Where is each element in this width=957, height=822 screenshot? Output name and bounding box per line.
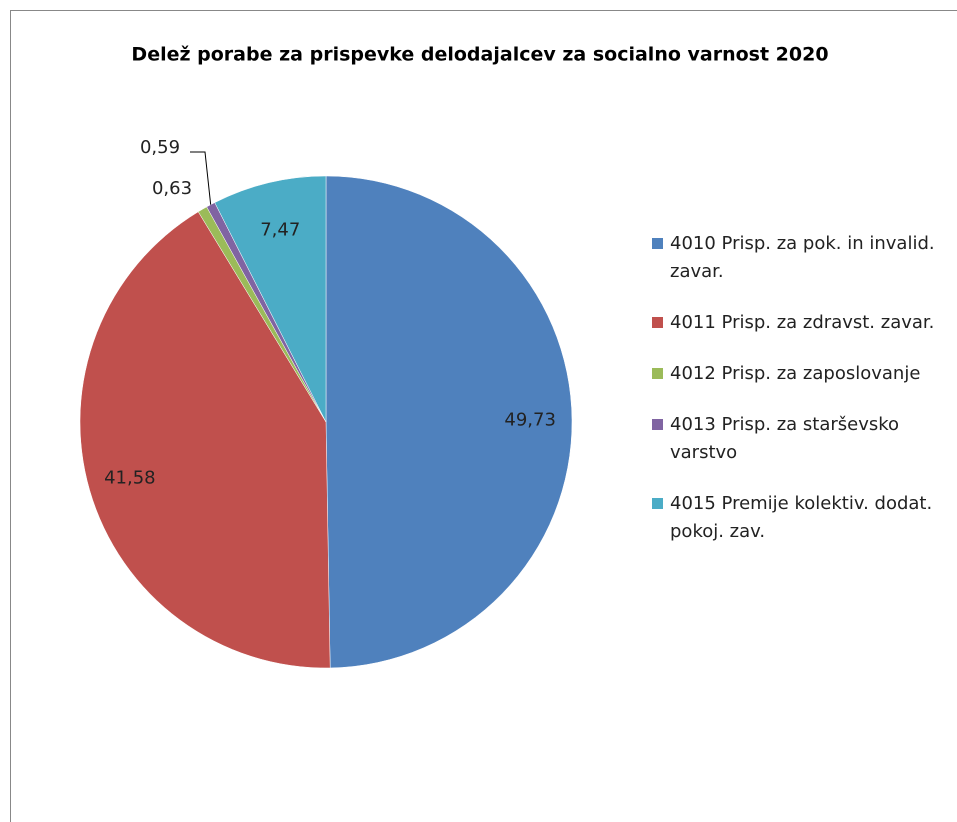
legend: 4010 Prisp. za pok. in invalid. zavar. 40… <box>652 230 952 569</box>
data-label: 41,58 <box>104 468 156 489</box>
legend-swatch <box>652 238 663 249</box>
legend-swatch <box>652 368 663 379</box>
chart-title: Delež porabe za prispevke delodajalcev z… <box>131 44 828 66</box>
legend-label: 4013 Prisp. za starševsko varstvo <box>670 414 900 463</box>
legend-item: 4010 Prisp. za pok. in invalid. zavar. <box>652 230 952 286</box>
legend-label: 4012 Prisp. za zaposlovanje <box>670 363 921 384</box>
legend-swatch <box>652 498 663 509</box>
data-label: 7,47 <box>260 220 300 241</box>
data-label: 49,73 <box>504 409 556 430</box>
leader-line <box>190 151 212 205</box>
legend-swatch <box>652 419 663 430</box>
pie-slice <box>214 175 327 423</box>
legend-item: 4012 Prisp. za zaposlovanje <box>652 360 952 388</box>
legend-label: 4015 Premije kolektiv. dodat. pokoj. zav… <box>670 493 933 542</box>
data-label: 0,59 <box>140 137 180 158</box>
pie-slice <box>79 211 331 669</box>
legend-swatch <box>652 317 663 328</box>
data-label: 0,63 <box>152 178 192 199</box>
legend-label: 4011 Prisp. za zdravst. zavar. <box>670 312 935 333</box>
legend-item: 4013 Prisp. za starševsko varstvo <box>652 411 952 467</box>
legend-item: 4011 Prisp. za zdravst. zavar. <box>652 309 952 337</box>
legend-label: 4010 Prisp. za pok. in invalid. zavar. <box>670 233 935 282</box>
pie-slice <box>325 175 573 669</box>
legend-item: 4015 Premije kolektiv. dodat. pokoj. zav… <box>652 490 952 546</box>
